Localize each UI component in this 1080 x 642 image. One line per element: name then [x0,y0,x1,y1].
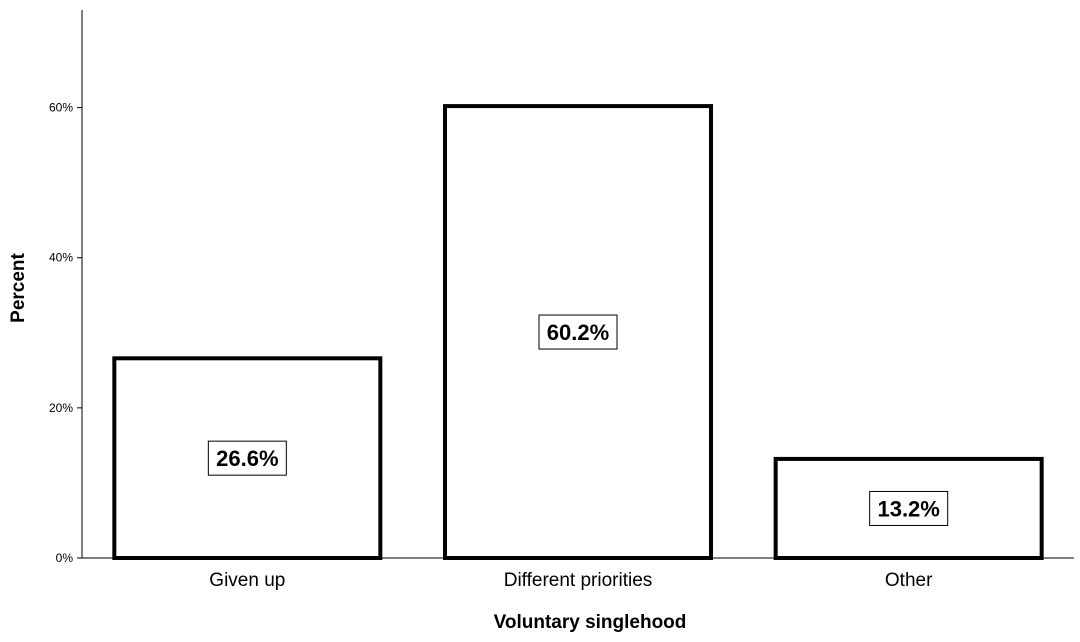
x-category-label: Other [885,570,933,591]
data-label-box [869,490,949,526]
y-axis-title: Percent [8,252,29,322]
y-tick-label: 40% [49,251,73,265]
x-category-label: Given up [209,570,285,591]
y-axis-ticks: 0% 20% 40% 60% [49,101,82,565]
data-label: 60.2% [547,320,609,345]
bars-group: 26.6% 60.2% 13.2% [112,104,1044,560]
x-category-label: Different priorities [504,570,653,591]
data-label-box [538,314,618,350]
y-tick-label: 0% [56,551,74,565]
x-axis-categories: Given up Different priorities Other [209,570,933,591]
data-label: 26.6% [216,446,278,471]
data-label-box [207,440,287,476]
x-axis-title: Voluntary singlehood [494,612,687,633]
y-tick-label: 20% [49,401,73,415]
data-label: 13.2% [877,496,939,521]
y-tick-label: 60% [49,101,73,115]
